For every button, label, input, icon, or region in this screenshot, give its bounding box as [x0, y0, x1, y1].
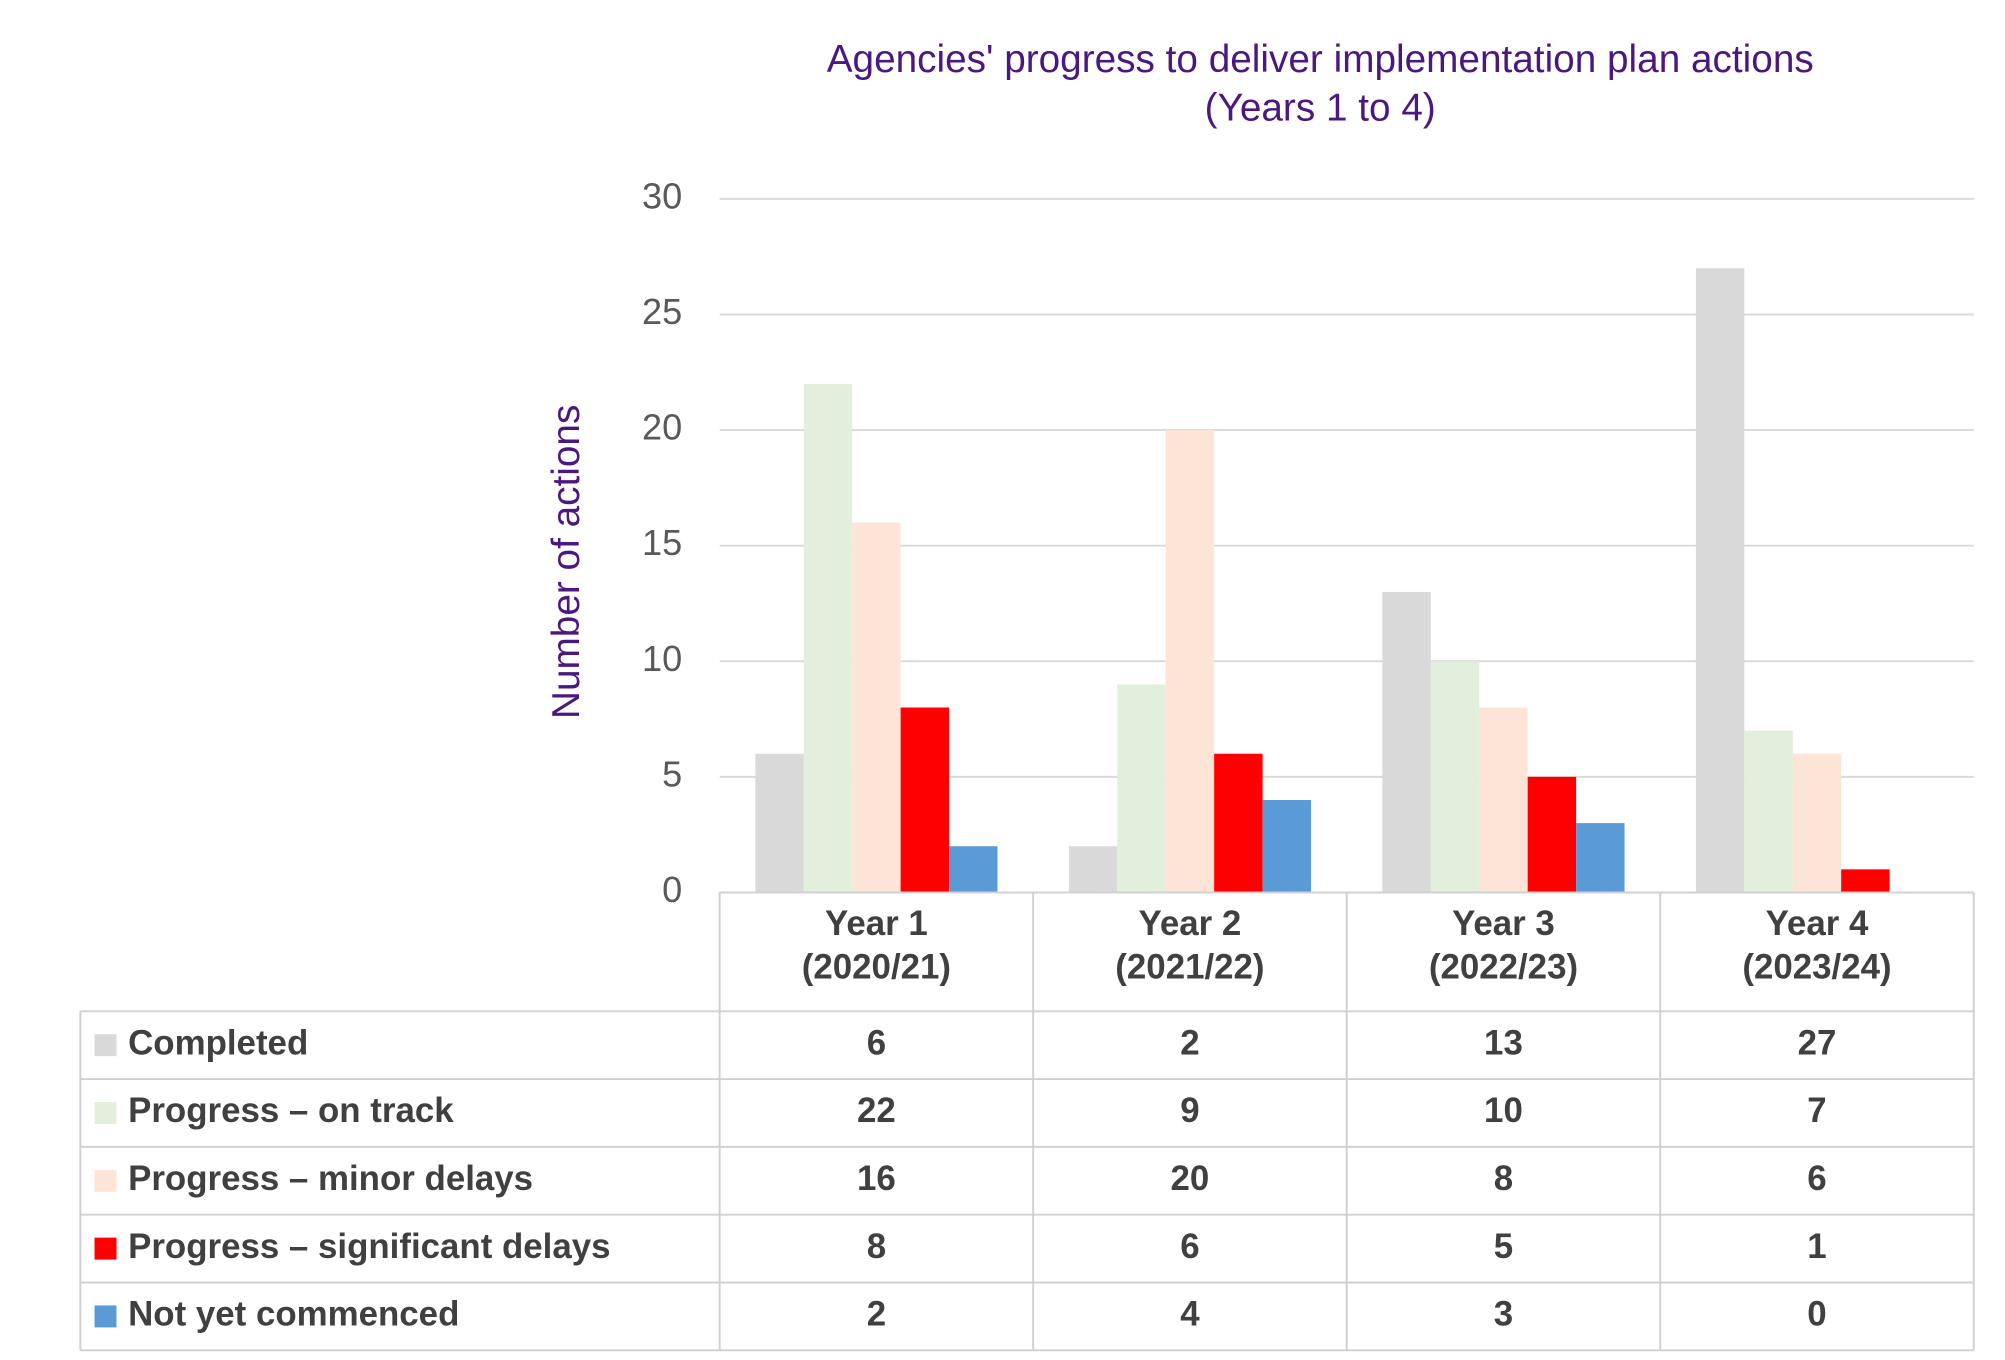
bar [900, 707, 950, 893]
legend-swatch [94, 1102, 117, 1124]
table-value: 7 [1807, 1091, 1826, 1130]
bar [755, 753, 804, 893]
y-tick-label: 15 [642, 522, 682, 563]
bar [1576, 823, 1625, 893]
table-value: 27 [1798, 1023, 1837, 1062]
bar [1841, 869, 1890, 893]
bar [1068, 846, 1118, 893]
y-axis-label: Number of actions [545, 405, 588, 719]
bar [949, 846, 998, 893]
table-value: 10 [1484, 1091, 1523, 1130]
bar [1744, 730, 1793, 893]
legend-label: Completed [128, 1023, 308, 1062]
x-tick-label: Year 2 (2021/22) [1115, 904, 1264, 987]
table-value: 22 [857, 1091, 896, 1130]
legend-label: Progress – on track [128, 1091, 454, 1130]
legend-swatch [94, 1034, 117, 1057]
y-tick-label: 5 [662, 753, 682, 794]
table-value: 1 [1807, 1227, 1826, 1266]
bar [852, 522, 901, 893]
y-tick-label: 30 [642, 175, 682, 216]
x-tick-label: Year 1 (2020/21) [802, 904, 951, 987]
table-value: 16 [857, 1159, 896, 1198]
bar [1165, 430, 1215, 893]
table-value: 20 [1171, 1159, 1210, 1198]
table-value: 5 [1494, 1227, 1513, 1266]
bar [803, 383, 853, 893]
table-value: 2 [867, 1295, 886, 1334]
table-value: 13 [1484, 1023, 1523, 1062]
y-tick-label: 10 [642, 638, 682, 679]
table-value: 8 [867, 1227, 886, 1266]
table-value: 6 [1180, 1227, 1199, 1266]
table-value: 2 [1180, 1023, 1199, 1062]
bar [1117, 684, 1166, 893]
table-value: 6 [1807, 1159, 1826, 1198]
y-tick-label: 0 [662, 869, 682, 910]
table-value: 8 [1494, 1159, 1513, 1198]
legend-label: Progress – minor delays [128, 1159, 533, 1198]
legend-swatch [94, 1169, 117, 1192]
table-value: 0 [1807, 1295, 1826, 1334]
table-value: 9 [1180, 1091, 1199, 1130]
bar [1695, 268, 1745, 893]
bar [1792, 753, 1842, 893]
table-value: 3 [1494, 1295, 1513, 1334]
legend-swatch [94, 1237, 117, 1260]
x-tick-label: Year 4 (2023/24) [1742, 904, 1891, 987]
bar [1214, 753, 1263, 893]
bar [1527, 776, 1577, 893]
chart-title: Agencies' progress to deliver implementa… [827, 38, 1814, 129]
y-tick-label: 25 [642, 291, 682, 332]
legend-label: Not yet commenced [128, 1295, 459, 1334]
y-tick-label: 20 [642, 407, 682, 448]
bar [1430, 661, 1480, 893]
legend-label: Progress – significant delays [128, 1227, 610, 1266]
bar [1262, 799, 1312, 893]
bar [1382, 591, 1431, 893]
legend-swatch [94, 1305, 117, 1328]
bar [1479, 707, 1528, 893]
table-value: 6 [867, 1023, 886, 1062]
x-tick-label: Year 3 (2022/23) [1429, 904, 1578, 987]
table-value: 4 [1180, 1295, 1200, 1334]
